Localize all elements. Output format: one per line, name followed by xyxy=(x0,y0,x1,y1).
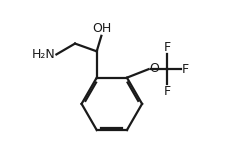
Text: F: F xyxy=(182,63,189,76)
Text: F: F xyxy=(164,85,171,98)
Text: F: F xyxy=(164,41,171,54)
Text: O: O xyxy=(150,62,159,75)
Text: OH: OH xyxy=(92,22,112,35)
Text: H₂N: H₂N xyxy=(32,48,55,61)
